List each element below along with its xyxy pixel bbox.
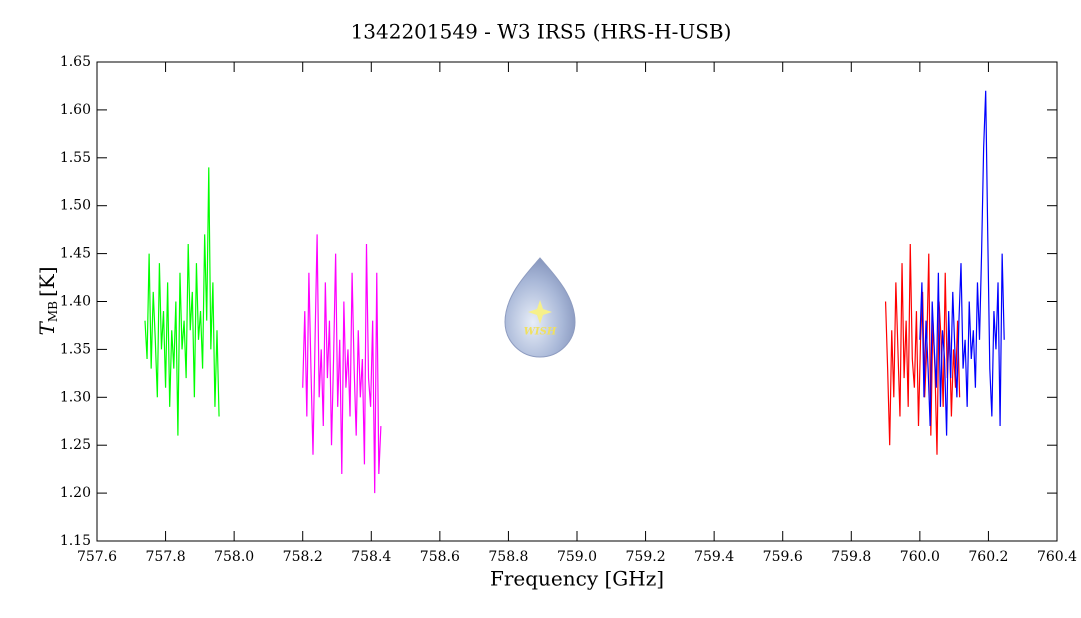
y-tick-label: 1.30: [60, 389, 91, 405]
x-tick-label: 759.2: [626, 549, 666, 565]
x-tick-label: 759.6: [763, 549, 803, 565]
x-tick-label: 758.6: [420, 549, 460, 565]
y-tick-label: 1.25: [60, 437, 91, 453]
x-tick-label: 760.2: [968, 549, 1008, 565]
y-axis-symbol: T: [35, 321, 59, 336]
spectrum-line: [144, 167, 220, 436]
y-axis-label: TMB [K]: [35, 267, 60, 336]
x-tick-label: 760.4: [1037, 549, 1077, 565]
logo-text: WISH: [524, 327, 557, 338]
x-tick-label: 758.2: [283, 549, 323, 565]
x-tick-label: 760.0: [900, 549, 940, 565]
x-tick-label: 758.8: [488, 549, 528, 565]
plot-area: [144, 90, 1005, 494]
spectrum-line: [302, 234, 382, 494]
y-tick-label: 1.40: [60, 294, 91, 310]
y-axis-subscript: MB: [46, 301, 60, 322]
y-tick-label: 1.65: [60, 54, 91, 70]
y-axis-unit: [K]: [35, 267, 59, 298]
logo-star: [528, 300, 552, 324]
y-tick-label: 1.50: [60, 198, 91, 214]
x-tick-label: 759.4: [694, 549, 734, 565]
chart-title: 1342201549 - W3 IRS5 (HRS-H-USB): [351, 20, 732, 44]
x-tick-label: 757.6: [77, 549, 117, 565]
y-tick-label: 1.55: [60, 150, 91, 166]
y-tick-label: 1.35: [60, 341, 91, 357]
x-tick-label: 757.8: [146, 549, 186, 565]
x-tick-label: 758.4: [351, 549, 391, 565]
spectrum-line: [919, 90, 1005, 436]
x-axis-label: Frequency [GHz]: [490, 567, 664, 591]
x-tick-label: 759.8: [831, 549, 871, 565]
wish-logo: WISH: [504, 257, 576, 358]
y-tick-label: 1.20: [60, 485, 91, 501]
x-tick-label: 759.0: [557, 549, 597, 565]
y-tick-label: 1.15: [60, 533, 91, 549]
x-tick-label: 758.0: [214, 549, 254, 565]
y-tick-label: 1.45: [60, 246, 91, 262]
y-tick-label: 1.60: [60, 102, 91, 118]
